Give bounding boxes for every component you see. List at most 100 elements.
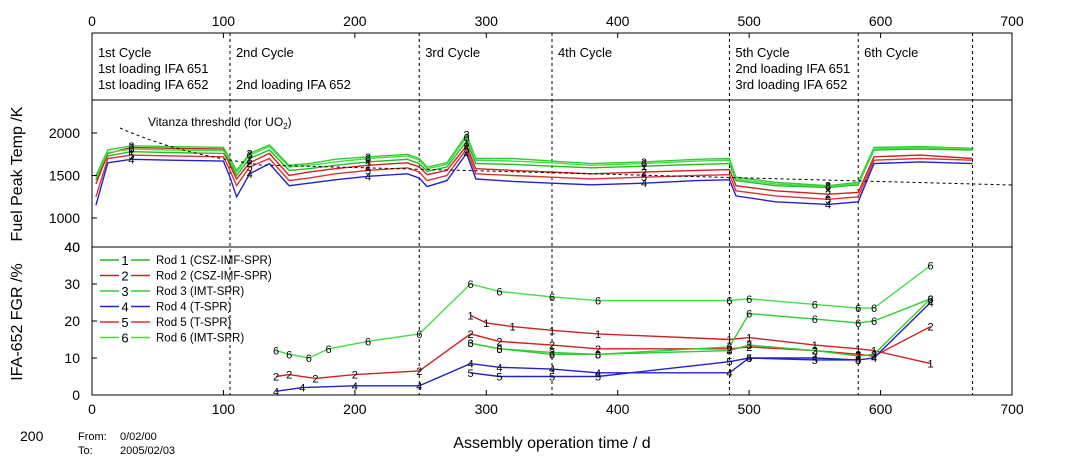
fgr-series-marker: 5 [746, 353, 752, 365]
bottom-tick-label: 700 [1000, 401, 1024, 417]
vitanza-annotation: Vitanza threshold (for UO2) [148, 115, 292, 131]
footer-number: 200 [20, 428, 44, 444]
fgr-series-marker: 2 [812, 346, 818, 358]
fgr-series-marker: 4 [871, 353, 877, 365]
temperature-series-marker: 4 [825, 199, 831, 211]
temperature-series-marker: 2 [365, 160, 371, 172]
fgr-y-ticks: 0 10 20 30 40 [64, 239, 97, 403]
temperature-series-marker: 5 [365, 165, 371, 177]
fgr-series-marker: 2 [273, 372, 279, 384]
fgr-series-marker: 1 [746, 333, 752, 345]
temperature-series-marker: 4 [365, 171, 371, 183]
fgr-series-marker: 1 [595, 329, 601, 341]
fgr-series-marker: 5 [812, 355, 818, 367]
fgr-series-marker: 1 [855, 344, 861, 356]
fgr-series-marker: 6 [416, 329, 422, 341]
fgr-series-marker: 5 [467, 368, 473, 380]
fgr-series-marker: 1 [812, 340, 818, 352]
bottom-tick-label: 0 [88, 401, 96, 417]
fgr-series-marker: 6 [306, 353, 312, 365]
temperature-series-marker: 5 [247, 162, 253, 174]
fgr-series-line [470, 357, 859, 378]
fgr-series-marker: 3 [726, 346, 732, 358]
fgr-series-marker: 2 [927, 322, 933, 334]
fgr-series-marker: 2 [549, 340, 555, 352]
fgr-series-marker: 4 [927, 298, 933, 310]
cycle-label: 3rd Cycle [425, 45, 480, 60]
fgr-series-marker: 1 [726, 335, 732, 347]
legend-marker: 5 [121, 315, 128, 330]
cycle-label: 4th Cycle [558, 45, 612, 60]
fgr-y-tick-label: 30 [64, 276, 80, 292]
legend-marker-bg [119, 315, 131, 328]
temperature-series-marker: 4 [128, 154, 134, 166]
fgr-series-marker: 6 [855, 318, 861, 330]
bottom-axis-tick-labels: 0 100 200 300 400 500 600 700 [88, 390, 1024, 417]
temperature-series-marker: 2 [641, 167, 647, 179]
fgr-y-tick-label: 10 [64, 350, 80, 366]
fgr-series-marker: 3 [595, 349, 601, 361]
fgr-series-marker: 4 [726, 368, 732, 380]
footer-to-value: 2005/02/03 [120, 445, 175, 457]
top-tick-label: 700 [1000, 13, 1024, 29]
legend-marker-bg [119, 330, 131, 344]
bottom-tick-label: 100 [212, 401, 236, 417]
temperature-series-marker: 3 [128, 141, 134, 153]
fgr-series-marker: 4 [746, 353, 752, 365]
fgr-series-marker: 4 [467, 359, 473, 371]
fgr-series-marker: 5 [595, 372, 601, 384]
fgr-series-marker: 3 [746, 340, 752, 352]
fgr-series-marker: 1 [927, 359, 933, 371]
fgr-series-marker: 6 [871, 303, 877, 315]
fgr-series-marker: 6 [496, 344, 502, 356]
fgr-series-marker: 2 [726, 344, 732, 356]
legend-marker: 2 [121, 269, 128, 284]
cycle-label: 2nd loading IFA 652 [236, 77, 351, 92]
fgr-series-marker: 1 [871, 346, 877, 358]
fgr-series-marker: 6 [746, 294, 752, 306]
temperature-series-marker: 2 [464, 141, 470, 153]
temperature-series-marker: 5 [128, 150, 134, 162]
fgr-series-marker: 3 [871, 349, 877, 361]
temperature-series-marker: 1 [641, 161, 647, 173]
cycle-label: 2nd Cycle [236, 45, 294, 60]
temperature-series-marker: 6 [128, 144, 134, 156]
fgr-series-marker: 6 [927, 294, 933, 306]
fgr-series-line [275, 264, 931, 359]
fgr-series-marker: 6 [467, 338, 473, 350]
fgr-series-marker: 1 [483, 318, 489, 330]
fgr-series-marker: 4 [496, 362, 502, 374]
fgr-series: 11 1 1 1 1 11 1 112 2 2 2 222 2 2 2 2 2 2 223 3 3 3 3 3 3 3 334 4 4 4… [273, 261, 934, 399]
legend-marker-bg [119, 253, 131, 266]
cycle-label: 6th Cycle [864, 45, 918, 60]
fgr-series-marker: 5 [496, 372, 502, 384]
fgr-series-marker: 4 [549, 364, 555, 376]
temperature-series-marker: 1 [365, 157, 371, 169]
temperature-series-marker: 5 [825, 194, 831, 206]
cycle-label: 1st loading IFA 651 [98, 61, 209, 76]
fgr-series-marker: 6 [595, 349, 601, 361]
fgr-y-tick-label: 20 [64, 313, 80, 329]
temperature-series-marker: 1 [247, 154, 253, 166]
fgr-series-marker: 4 [855, 355, 861, 367]
fgr-series-marker: 2 [595, 344, 601, 356]
fgr-series-marker: 2 [496, 336, 502, 348]
temperature-series-marker: 5 [641, 172, 647, 184]
top-tick-label: 100 [212, 13, 236, 29]
fgr-series-marker: 1 [467, 310, 473, 322]
temperature-y-tick-label: 40 [64, 239, 80, 255]
cycle-label: 1st Cycle [98, 45, 151, 60]
legend-label: Rod 2 (CSZ-IMF-SPR) [156, 271, 272, 283]
fgr-series-marker: 6 [812, 299, 818, 311]
legend-marker-bg [119, 284, 131, 297]
fgr-series-marker: 6 [273, 346, 279, 358]
fgr-series-marker: 2 [746, 342, 752, 354]
temperature-series-marker: 1 [464, 137, 470, 149]
temperature-series-line [95, 147, 973, 201]
temperature-series-line [95, 140, 973, 189]
fgr-series-marker: 3 [496, 344, 502, 356]
fgr-series-marker: 6 [549, 349, 555, 361]
temperature-y-axis-label: Fuel Peak Temp /K [9, 106, 26, 241]
vitanza-threshold-curve [119, 127, 1013, 186]
